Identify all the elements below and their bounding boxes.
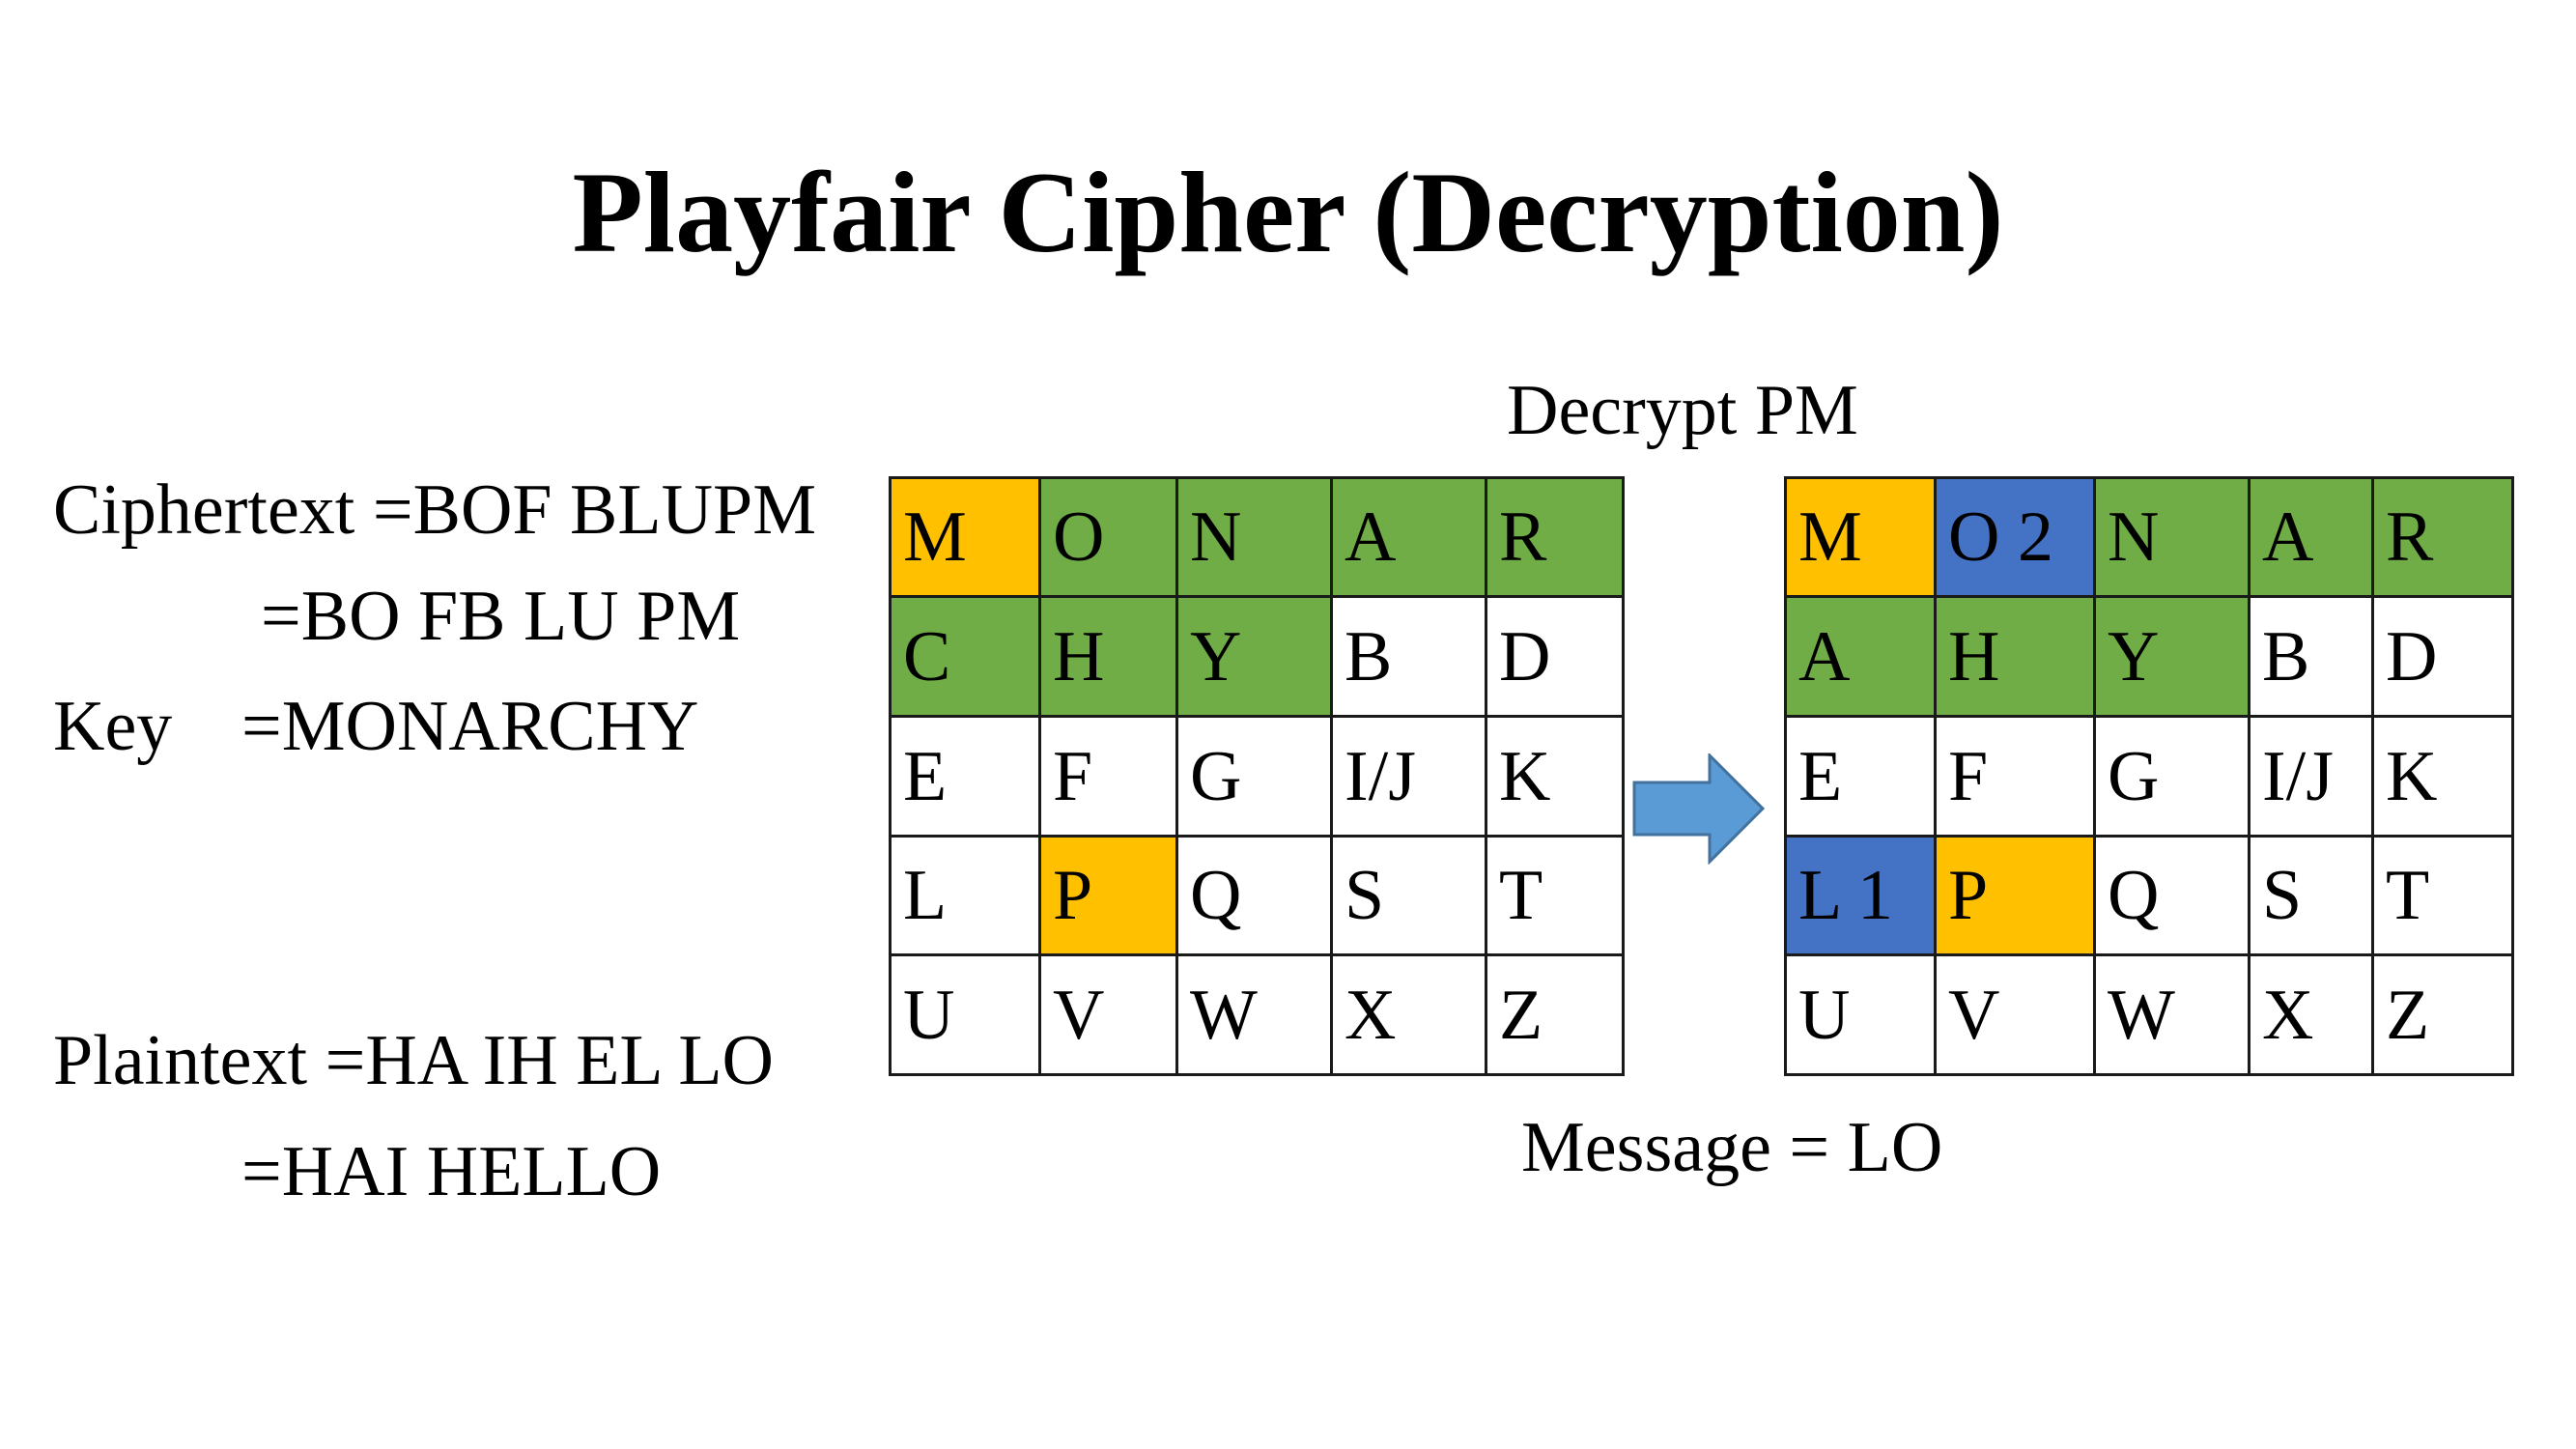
key-square-right-cell: W	[2093, 953, 2250, 1076]
key-square-right-cell: P	[1934, 835, 2096, 956]
result-label: Message = LO	[1521, 1108, 1943, 1187]
key-square-right-cell: F	[1934, 715, 2096, 838]
key-square-left-cell: N	[1175, 476, 1333, 598]
key-square-right-cell: G	[2093, 715, 2250, 838]
key-square-left-cell: O	[1038, 476, 1178, 598]
key-value: =MONARCHY	[241, 687, 699, 766]
key-square-left-cell: W	[1175, 953, 1333, 1076]
key-square-right-cell: R	[2371, 476, 2514, 598]
key-square-right-cell: L 1	[1784, 835, 1937, 956]
key-square-left: M O N A R C H Y B D E F G I/J K L P Q S T U V W X Z	[889, 476, 1625, 1076]
ciphertext-text: Ciphertext =BOF BLUPM	[53, 470, 817, 550]
page-title: Playfair Cipher (Decryption)	[572, 148, 2004, 276]
key-square-left-cell: G	[1175, 715, 1333, 838]
key-square-left-cell: P	[1038, 835, 1178, 956]
key-square-left-cell: X	[1330, 953, 1487, 1076]
key-square-left-cell: M	[889, 476, 1041, 598]
key-square-right-cell: M	[1784, 476, 1937, 598]
key-square-left-cell: B	[1330, 595, 1487, 718]
key-square-right-cell: Y	[2093, 595, 2250, 718]
key-square-left-cell: Y	[1175, 595, 1333, 718]
key-square-right-cell: A	[1784, 595, 1937, 718]
key-square-left-cell: Z	[1485, 953, 1625, 1076]
key-square-right-cell: O 2	[1934, 476, 2096, 598]
key-square-right-cell: B	[2248, 595, 2374, 718]
key-square-right-cell: U	[1784, 953, 1937, 1076]
key-square-left-cell: A	[1330, 476, 1487, 598]
key-square-right-cell: N	[2093, 476, 2250, 598]
key-square-right-cell: S	[2248, 835, 2374, 956]
key-square-left-row: E F G I/J K	[889, 715, 1625, 838]
key-square-right-cell: V	[1934, 953, 2096, 1076]
key-square-right-cell: E	[1784, 715, 1937, 838]
key-square-left-cell: L	[889, 835, 1041, 956]
key-square-left-cell: K	[1485, 715, 1625, 838]
key-square-right-cell: I/J	[2248, 715, 2374, 838]
key-square-right-cell: X	[2248, 953, 2374, 1076]
key-square-right-cell: K	[2371, 715, 2514, 838]
key-square-left-cell: Q	[1175, 835, 1333, 956]
key-square-left-cell: S	[1330, 835, 1487, 956]
plaintext-joined-text: =HAI HELLO	[241, 1132, 662, 1211]
key-square-right-cell: A	[2248, 476, 2374, 598]
key-square-left-cell: E	[889, 715, 1041, 838]
key-square-left-cell: U	[889, 953, 1041, 1076]
key-square-right-cell: H	[1934, 595, 2096, 718]
key-square-left-cell: H	[1038, 595, 1178, 718]
right-arrow-icon	[1632, 753, 1766, 865]
key-label: Key	[53, 687, 173, 766]
key-square-left-cell: V	[1038, 953, 1178, 1076]
key-square-left-cell: T	[1485, 835, 1625, 956]
key-square-right-cell: Z	[2371, 953, 2514, 1076]
key-square-right-row: E F G I/J K	[1784, 715, 2514, 838]
key-square-left-cell: R	[1485, 476, 1625, 598]
step-label: Decrypt PM	[1507, 371, 1858, 450]
key-square-right-cell: Q	[2093, 835, 2250, 956]
key-square-left-cell: I/J	[1330, 715, 1487, 838]
key-square-left-cell: F	[1038, 715, 1178, 838]
key-square-right-cell: T	[2371, 835, 2514, 956]
ciphertext-pairs-text: =BO FB LU PM	[261, 577, 741, 656]
key-square-left-cell: D	[1485, 595, 1625, 718]
plaintext-text: Plaintext =HA IH EL LO	[53, 1021, 774, 1100]
key-square-left-cell: C	[889, 595, 1041, 718]
key-square-right-cell: D	[2371, 595, 2514, 718]
